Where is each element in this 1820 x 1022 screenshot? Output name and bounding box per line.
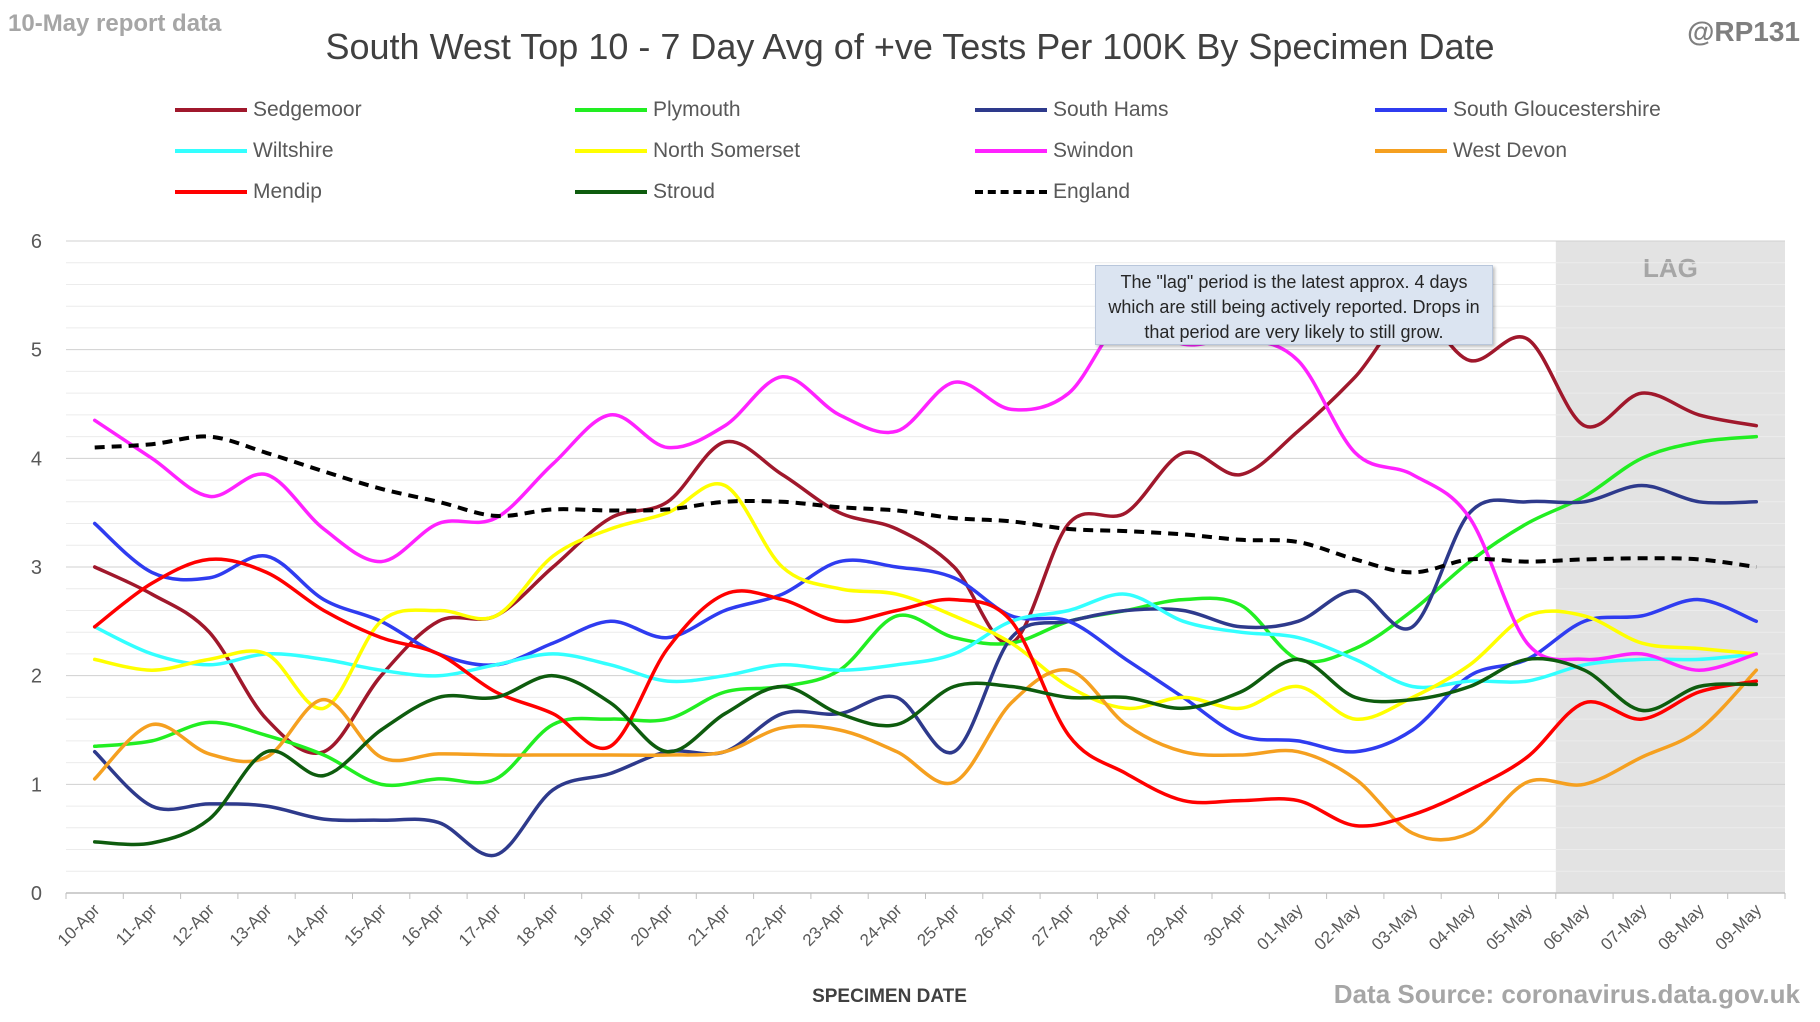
x-tick-label: 05-May xyxy=(1482,900,1536,954)
x-tick-label: 20-Apr xyxy=(627,900,677,950)
series-line-swindon xyxy=(92,314,1759,672)
y-tick-label: 5 xyxy=(31,340,42,362)
x-axis-title: SPECIMEN DATE xyxy=(812,986,967,1007)
legend-swatch xyxy=(175,190,247,194)
x-tick-label: 15-Apr xyxy=(340,900,390,950)
legend-swatch xyxy=(575,149,647,153)
x-tick-label: 25-Apr xyxy=(913,900,963,950)
x-tick-label: 17-Apr xyxy=(455,900,505,950)
y-tick-label: 1 xyxy=(31,774,42,796)
legend-item-plymouth: Plymouth xyxy=(575,98,741,122)
legend-item-swindon: Swindon xyxy=(975,139,1134,163)
x-tick-label: 21-Apr xyxy=(684,900,734,950)
legend-swatch xyxy=(575,108,647,112)
legend-swatch xyxy=(1375,149,1447,153)
legend-item-mendip: Mendip xyxy=(175,180,322,204)
x-tick-label: 01-May xyxy=(1253,900,1307,954)
lag-annotation: The "lag" period is the latest approx. 4… xyxy=(1095,265,1493,345)
x-tick-label: 12-Apr xyxy=(169,900,219,950)
series-line-stroud xyxy=(92,656,1759,847)
series-line-mendip xyxy=(92,557,1759,828)
y-tick-label: 2 xyxy=(31,666,42,688)
legend-label: Stroud xyxy=(653,180,715,203)
x-tick-label: 14-Apr xyxy=(283,900,333,950)
legend-item-north-somerset: North Somerset xyxy=(575,139,800,163)
x-tick-label: 27-Apr xyxy=(1028,900,1078,950)
legend-label: England xyxy=(1053,180,1131,203)
legend-label: Sedgemoor xyxy=(253,98,362,121)
legend-item-west-devon: West Devon xyxy=(1375,139,1567,163)
x-tick-label: 08-May xyxy=(1654,900,1708,954)
legend-label: Swindon xyxy=(1053,139,1134,162)
legend-item-south-hams: South Hams xyxy=(975,98,1169,122)
legend-label: Plymouth xyxy=(653,98,741,121)
x-tick-label: 07-May xyxy=(1597,900,1651,954)
y-tick-label: 3 xyxy=(31,557,42,579)
legend-label: North Somerset xyxy=(653,139,801,162)
y-tick-label: 6 xyxy=(31,231,42,253)
x-tick-label: 30-Apr xyxy=(1200,900,1250,950)
x-tick-label: 18-Apr xyxy=(512,900,562,950)
series-line-england xyxy=(94,434,1757,575)
series-line-south-hams xyxy=(92,483,1759,858)
lag-label: LAG xyxy=(1643,253,1698,283)
legend-swatch xyxy=(175,108,247,112)
legend-swatch xyxy=(975,149,1047,153)
legend-item-sedgemoor: Sedgemoor xyxy=(175,98,362,122)
legend-swatch xyxy=(575,190,647,194)
x-tick-label: 04-May xyxy=(1425,900,1479,954)
x-tick-label: 13-Apr xyxy=(226,900,276,950)
x-tick-label: 24-Apr xyxy=(856,900,906,950)
series-line-south-gloucestershire xyxy=(92,521,1759,754)
series-line-west-devon xyxy=(92,668,1759,842)
legend-swatch xyxy=(1375,108,1447,112)
x-tick-label: 26-Apr xyxy=(971,900,1021,950)
data-source-note: Data Source: coronavirus.data.gov.uk xyxy=(1333,979,1800,1009)
author-handle: @RP131 xyxy=(1687,16,1800,47)
x-tick-label: 03-May xyxy=(1368,900,1422,954)
legend-item-stroud: Stroud xyxy=(575,180,715,204)
x-tick-label: 02-May xyxy=(1311,900,1365,954)
chart-title: South West Top 10 - 7 Day Avg of +ve Tes… xyxy=(325,26,1495,67)
legend-label: South Hams xyxy=(1053,98,1169,121)
x-tick-label: 28-Apr xyxy=(1085,900,1135,950)
chart-legend: Sedgemoor Plymouth South Hams South Glouces… xyxy=(175,98,1735,228)
y-tick-label: 4 xyxy=(31,448,42,470)
x-tick-label: 09-May xyxy=(1712,900,1766,954)
y-tick-label: 0 xyxy=(31,883,42,905)
series-line-sedgemoor xyxy=(92,309,1759,755)
x-tick-label: 22-Apr xyxy=(742,900,792,950)
series-line-wiltshire xyxy=(92,592,1759,690)
legend-item-wiltshire: Wiltshire xyxy=(175,139,334,163)
x-tick-label: 10-Apr xyxy=(54,900,104,950)
report-date-tag: 10-May report data xyxy=(8,10,222,37)
legend-swatch xyxy=(175,149,247,153)
x-tick-label: 23-Apr xyxy=(799,900,849,950)
legend-swatch xyxy=(975,190,1047,194)
legend-label: West Devon xyxy=(1453,139,1567,162)
x-tick-label: 19-Apr xyxy=(570,900,620,950)
legend-label: Mendip xyxy=(253,180,322,203)
x-tick-label: 29-Apr xyxy=(1143,900,1193,950)
legend-item-south-gloucestershire: South Gloucestershire xyxy=(1375,98,1661,122)
legend-swatch xyxy=(975,108,1047,112)
x-tick-label: 06-May xyxy=(1540,900,1594,954)
legend-item-england: England xyxy=(975,180,1130,204)
x-tick-label: 16-Apr xyxy=(398,900,448,950)
x-tick-label: 11-Apr xyxy=(112,900,161,949)
legend-label: South Gloucestershire xyxy=(1453,98,1661,121)
legend-label: Wiltshire xyxy=(253,139,334,162)
